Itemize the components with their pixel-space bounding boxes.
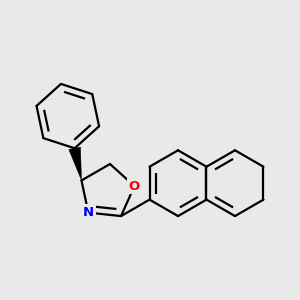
Text: N: N — [83, 206, 94, 219]
Polygon shape — [69, 147, 82, 181]
Text: O: O — [129, 179, 140, 193]
